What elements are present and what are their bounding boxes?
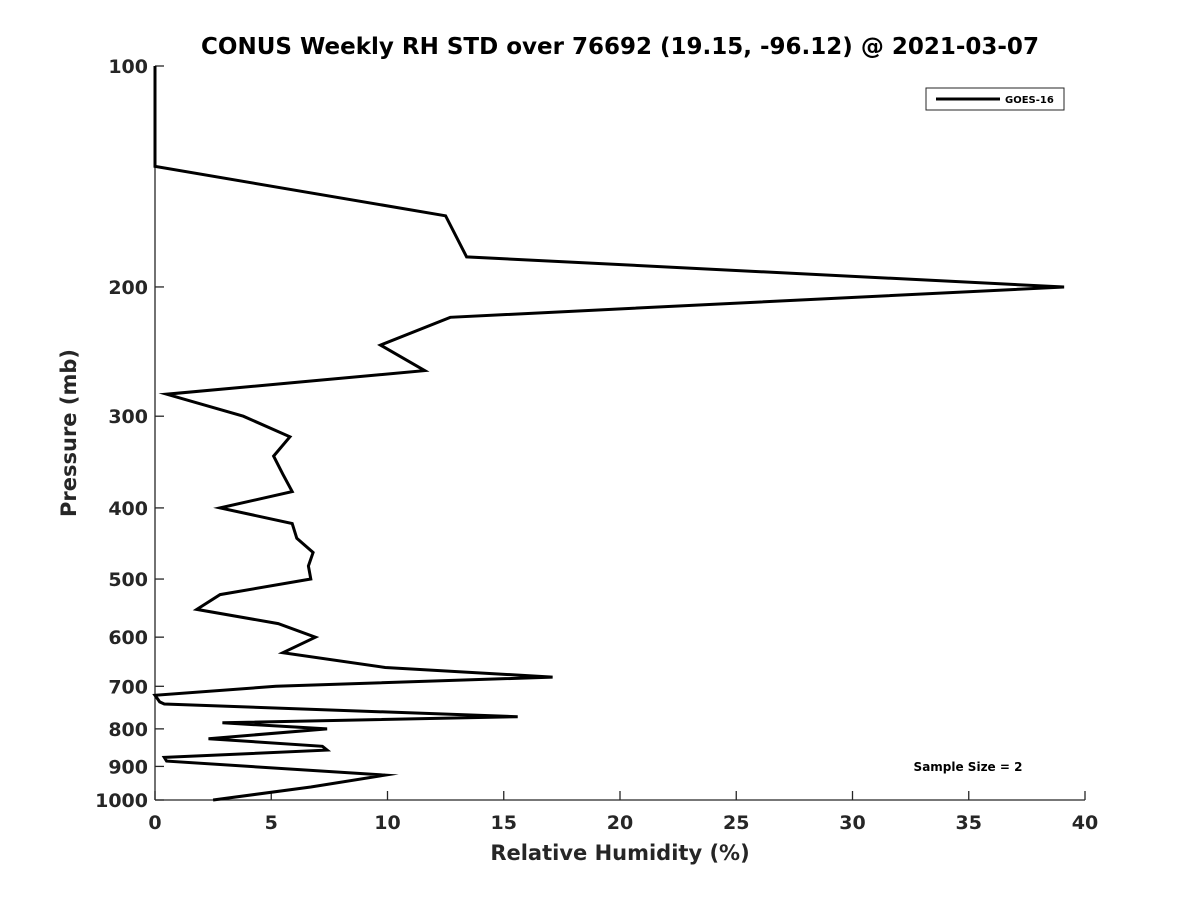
x-tick-label: 15 <box>491 812 517 834</box>
series-layer <box>152 66 1065 802</box>
y-tick-label: 400 <box>108 498 148 520</box>
x-tick-label: 0 <box>148 812 161 834</box>
x-ticks: 0 5 10 15 20 25 30 35 40 <box>148 791 1098 834</box>
y-tick-label: 1000 <box>95 790 148 812</box>
x-tick-label: 30 <box>839 812 865 834</box>
x-tick-label: 25 <box>723 812 749 834</box>
y-tick-label: 800 <box>108 719 148 741</box>
x-tick-label: 20 <box>607 812 633 834</box>
y-tick-label: 200 <box>108 277 148 299</box>
y-tick-label: 500 <box>108 569 148 591</box>
x-tick-label: 40 <box>1072 812 1098 834</box>
y-tick-label: 300 <box>108 406 148 428</box>
x-axis-title: Relative Humidity (%) <box>490 841 749 865</box>
x-tick-label: 5 <box>265 812 278 834</box>
y-ticks: 100 200 300 400 500 600 700 800 900 1000 <box>95 56 164 812</box>
legend: GOES-16 <box>925 87 1065 111</box>
chart-title: CONUS Weekly RH STD over 76692 (19.15, -… <box>201 34 1039 60</box>
sample-size-annotation: Sample Size = 2 <box>914 760 1023 774</box>
y-axis-title: Pressure (mb) <box>57 349 81 517</box>
x-tick-label: 10 <box>374 812 400 834</box>
y-tick-label: 600 <box>108 627 148 649</box>
legend-label-goes-16: GOES-16 <box>1005 95 1054 106</box>
y-tick-label: 100 <box>108 56 148 78</box>
y-tick-label: 700 <box>108 676 148 698</box>
x-tick-label: 35 <box>956 812 982 834</box>
series-line-goes-16 <box>152 66 1065 802</box>
y-tick-label: 900 <box>108 756 148 778</box>
